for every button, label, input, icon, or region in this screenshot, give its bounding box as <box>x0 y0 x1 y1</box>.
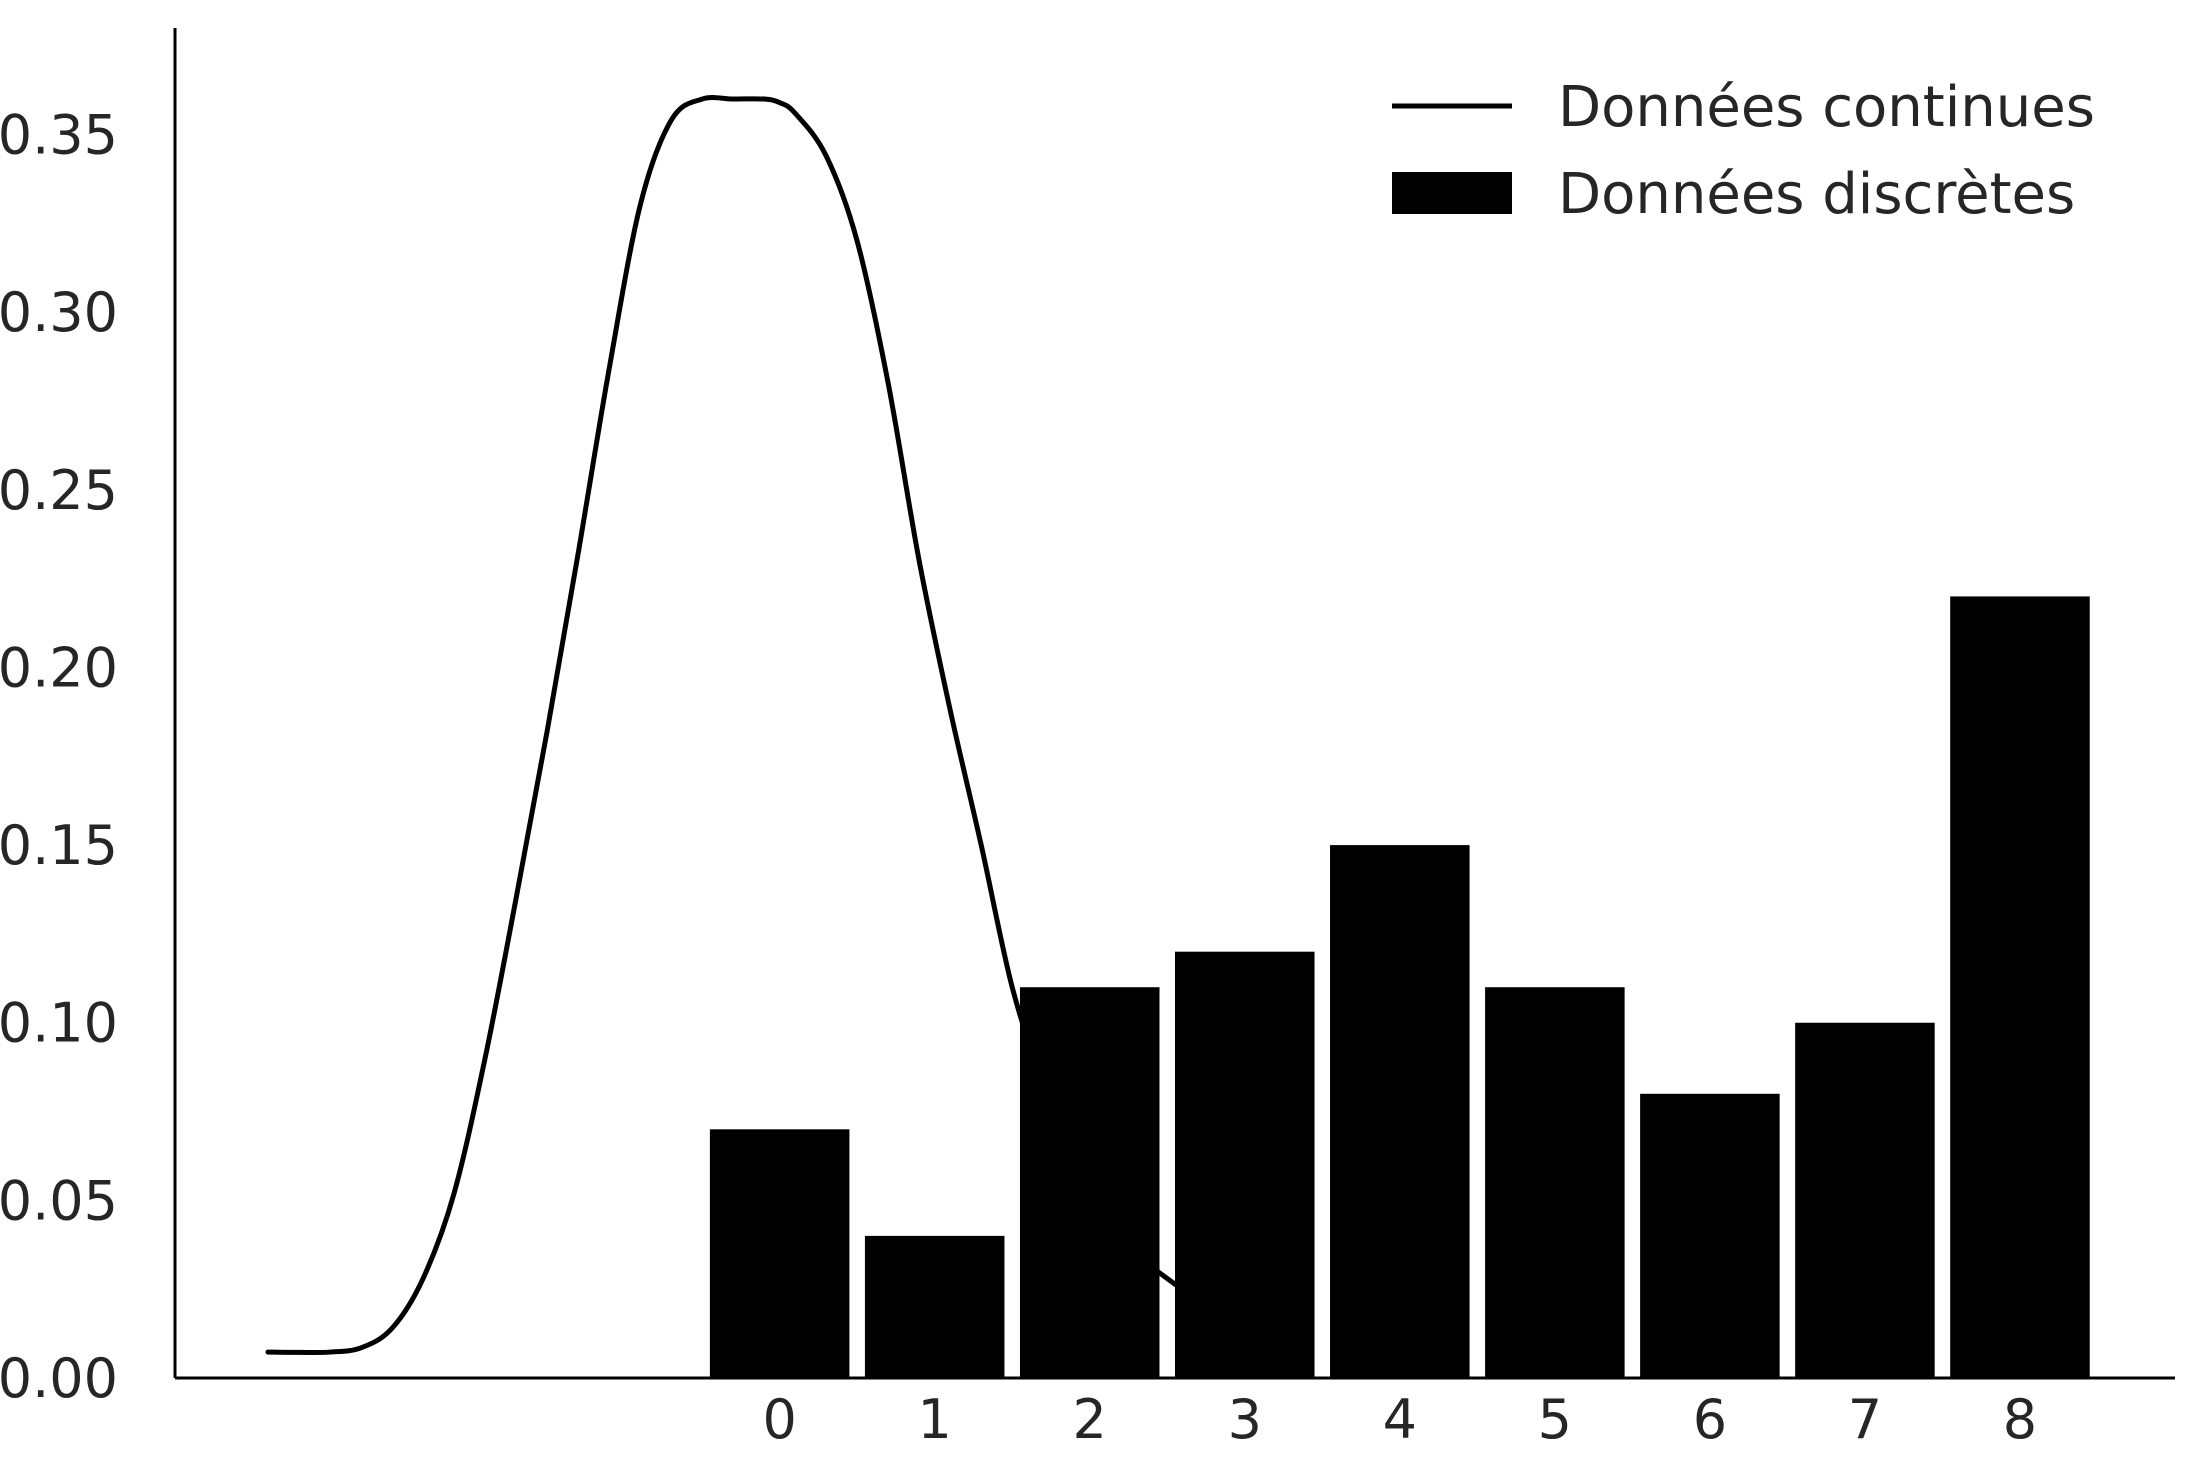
bar-4 <box>1330 845 1470 1378</box>
bar-series <box>709 596 2090 1378</box>
bar-1 <box>864 1235 1005 1378</box>
x-tick-label: 6 <box>1693 1388 1727 1451</box>
x-tick-label: 1 <box>918 1388 952 1451</box>
bar-7 <box>1795 1022 1935 1378</box>
y-tick-label: 0.05 <box>0 1169 118 1232</box>
legend-label-discrete: Données discrètes <box>1558 162 2075 227</box>
x-tick-label: 8 <box>2003 1388 2037 1451</box>
line-series <box>265 94 1232 1356</box>
x-tick-label: 7 <box>1848 1388 1882 1451</box>
x-tick-label: 4 <box>1383 1388 1417 1451</box>
y-tick-label: 0.30 <box>0 281 118 344</box>
y-tick-label: 0.10 <box>0 992 118 1055</box>
y-tick-label: 0.35 <box>0 104 118 167</box>
x-tick-label: 0 <box>762 1388 796 1451</box>
bar-5 <box>1485 987 1625 1378</box>
bar-6 <box>1640 1093 1780 1378</box>
y-tick-labels: 0.00 0.05 0.10 0.15 0.20 0.25 0.30 0.35 <box>0 104 118 1410</box>
legend: Données continues Données discrètes <box>1392 75 2095 227</box>
bar-8 <box>1950 596 2090 1378</box>
x-tick-label: 3 <box>1228 1388 1262 1451</box>
y-tick-label: 0.00 <box>0 1347 118 1410</box>
bar-3 <box>1175 951 1315 1378</box>
bar-0 <box>709 1129 850 1378</box>
y-tick-label: 0.20 <box>0 636 118 699</box>
legend-bar-swatch <box>1392 172 1512 214</box>
y-tick-label: 0.15 <box>0 814 118 877</box>
x-tick-labels: 0 1 2 3 4 5 6 7 8 <box>762 1388 2037 1451</box>
legend-label-continuous: Données continues <box>1558 75 2095 140</box>
x-tick-label: 2 <box>1073 1388 1107 1451</box>
y-tick-label: 0.25 <box>0 459 118 522</box>
bar-2 <box>1019 987 1160 1378</box>
x-tick-label: 5 <box>1538 1388 1572 1451</box>
